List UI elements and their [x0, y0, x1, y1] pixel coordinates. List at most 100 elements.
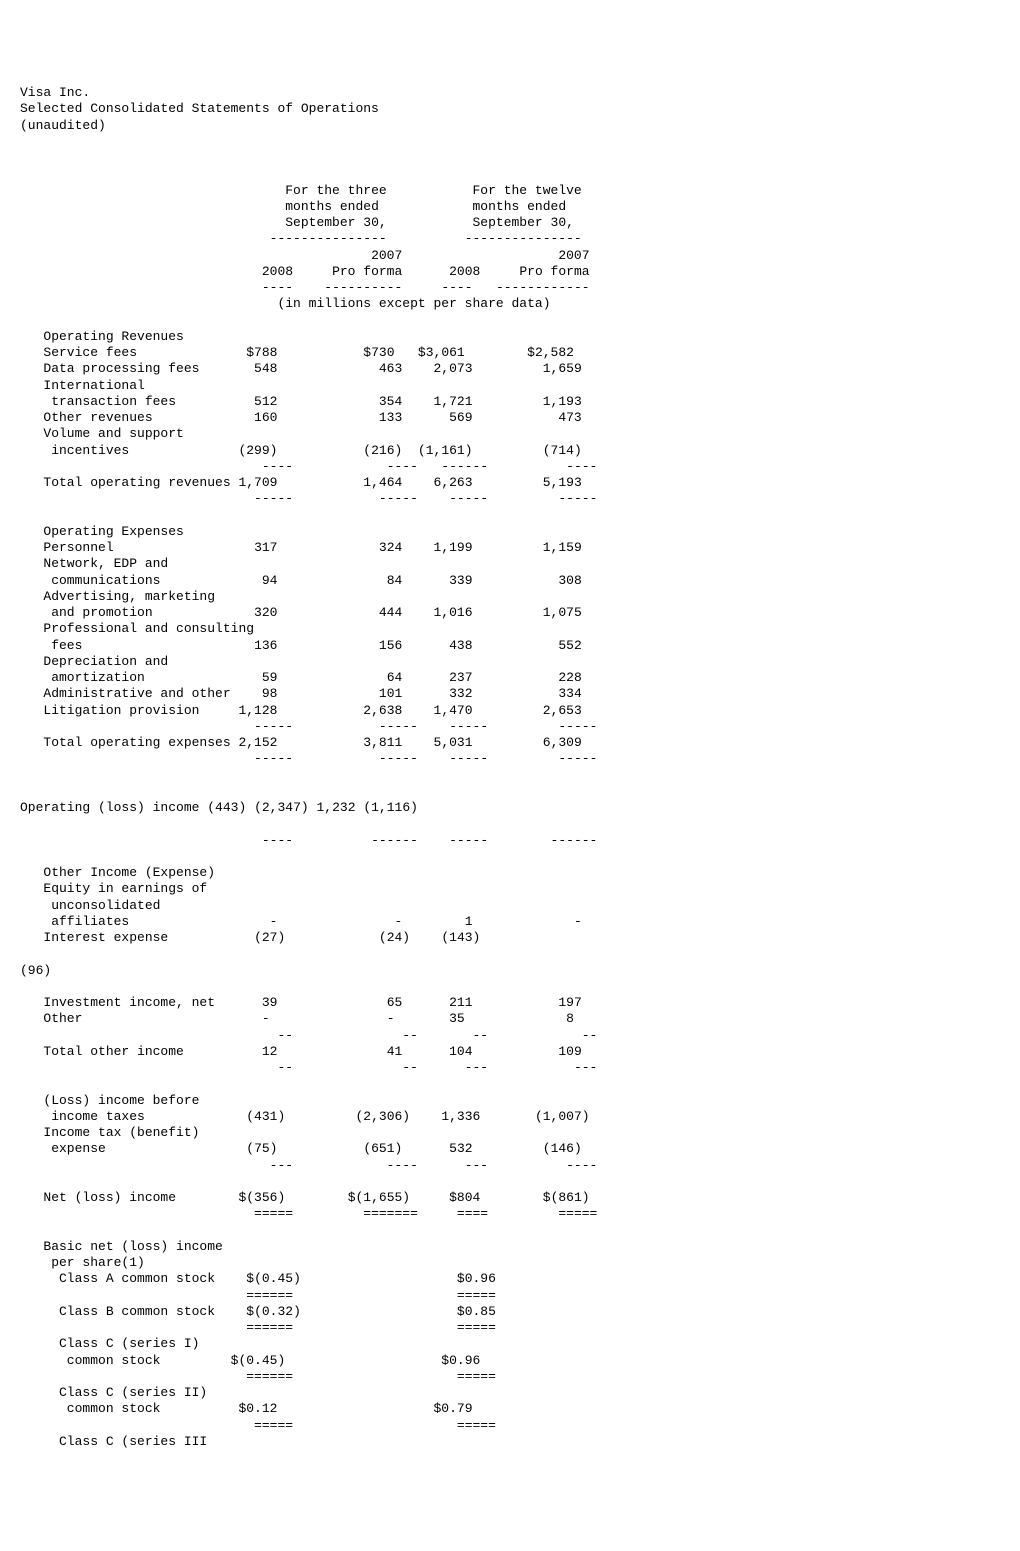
cell: (143)	[441, 930, 480, 945]
hdr-three-3: September 30,	[285, 215, 386, 230]
cell: 1,232	[317, 800, 356, 815]
row-label: Depreciation and	[43, 654, 168, 669]
cell: $3,061	[418, 345, 465, 360]
row-label: Volume and support	[43, 426, 183, 441]
unaudited-note: (unaudited)	[20, 118, 106, 133]
cell: 1,659	[543, 361, 582, 376]
cell: 473	[558, 410, 581, 425]
cell: (27)	[254, 930, 285, 945]
document-root: Visa Inc. Selected Consolidated Statemen…	[20, 85, 1000, 1450]
cell: 320	[254, 605, 277, 620]
hdr-2007-a: 2007	[371, 248, 402, 263]
row-label: affiliates	[43, 914, 129, 929]
cell: (2,347)	[254, 800, 309, 815]
cell: (1,007)	[535, 1109, 590, 1124]
cell: (24)	[379, 930, 410, 945]
cell: 1	[465, 914, 473, 929]
cell: 1,464	[363, 475, 402, 490]
cell: $804	[449, 1190, 480, 1205]
cell: 12	[262, 1044, 278, 1059]
row-label: fees	[43, 638, 82, 653]
doc-title: Selected Consolidated Statements of Oper…	[20, 101, 379, 116]
cell: 1,159	[543, 540, 582, 555]
row-label: and promotion	[43, 605, 152, 620]
row-label: Personnel	[43, 540, 113, 555]
cell: (1,116)	[363, 800, 418, 815]
cell: 1,016	[434, 605, 473, 620]
row-label: Class C (series II)	[43, 1385, 207, 1400]
cell: -	[270, 914, 278, 929]
cell: 6,263	[434, 475, 473, 490]
cell: 65	[387, 995, 403, 1010]
row-label: Advertising, marketing	[43, 589, 215, 604]
row-label: Investment income, net	[43, 995, 215, 1010]
cell: 2,653	[543, 703, 582, 718]
cell: 98	[262, 686, 278, 701]
row-label: Equity in earnings of	[43, 881, 207, 896]
cell: 324	[379, 540, 402, 555]
cell: 463	[379, 361, 402, 376]
cell: 133	[379, 410, 402, 425]
cell: 1,075	[543, 605, 582, 620]
per-share-note: per share(1)	[43, 1255, 144, 1270]
cell: 332	[449, 686, 472, 701]
cell: $(1,655)	[348, 1190, 410, 1205]
cell: (146)	[543, 1141, 582, 1156]
hdr-twelve-2: months ended	[473, 199, 567, 214]
cell: 5,193	[543, 475, 582, 490]
row-label: Class A common stock	[43, 1271, 215, 1286]
cell: 532	[449, 1141, 472, 1156]
cell: $0.79	[434, 1401, 473, 1416]
cell: 308	[558, 573, 581, 588]
row-label: Operating (loss) income	[20, 800, 199, 815]
cell: 59	[262, 670, 278, 685]
row-label: (96)	[20, 963, 51, 978]
cell: (2,306)	[355, 1109, 410, 1124]
row-label: Class C (series I)	[43, 1336, 199, 1351]
cell: 211	[449, 995, 472, 1010]
cell: $0.96	[441, 1353, 480, 1368]
row-label: unconsolidated	[43, 898, 160, 913]
row-label: amortization	[43, 670, 144, 685]
cell: $(861)	[543, 1190, 590, 1205]
cell: 109	[558, 1044, 581, 1059]
cell: 1,128	[238, 703, 277, 718]
cell: 548	[254, 361, 277, 376]
row-label: Data processing fees	[43, 361, 199, 376]
row-label: Litigation provision	[43, 703, 199, 718]
row-label: income taxes	[43, 1109, 144, 1124]
cell: 569	[449, 410, 472, 425]
cell: -	[262, 1011, 270, 1026]
cell: $730	[363, 345, 394, 360]
row-label: Total operating expenses	[43, 735, 230, 750]
cell: 6,309	[543, 735, 582, 750]
cell: -	[395, 914, 403, 929]
cell: 552	[558, 638, 581, 653]
cell: $0.96	[457, 1271, 496, 1286]
cell: 2,638	[363, 703, 402, 718]
cell: 512	[254, 394, 277, 409]
cell: 35	[449, 1011, 465, 1026]
row-label: Other	[43, 1011, 82, 1026]
row-label: transaction fees	[43, 394, 176, 409]
cell: $0.12	[238, 1401, 277, 1416]
cell: (714)	[543, 443, 582, 458]
rule: ---------------	[465, 231, 582, 246]
cell: 160	[254, 410, 277, 425]
cell: (216)	[363, 443, 402, 458]
cell: $(0.45)	[231, 1353, 286, 1368]
cell: 41	[387, 1044, 403, 1059]
cell: 5,031	[434, 735, 473, 750]
hdr-twelve-3: September 30,	[473, 215, 574, 230]
cell: 438	[449, 638, 472, 653]
row-label: Service fees	[43, 345, 137, 360]
hdr-2007-b: 2007	[558, 248, 589, 263]
hdr-proforma-b: Pro forma	[519, 264, 589, 279]
hdr-three-2: months ended	[285, 199, 379, 214]
row-label: expense	[43, 1141, 105, 1156]
cell: 101	[379, 686, 402, 701]
cell: 2,073	[434, 361, 473, 376]
cell: 136	[254, 638, 277, 653]
row-label: incentives	[43, 443, 129, 458]
cell: 339	[449, 573, 472, 588]
